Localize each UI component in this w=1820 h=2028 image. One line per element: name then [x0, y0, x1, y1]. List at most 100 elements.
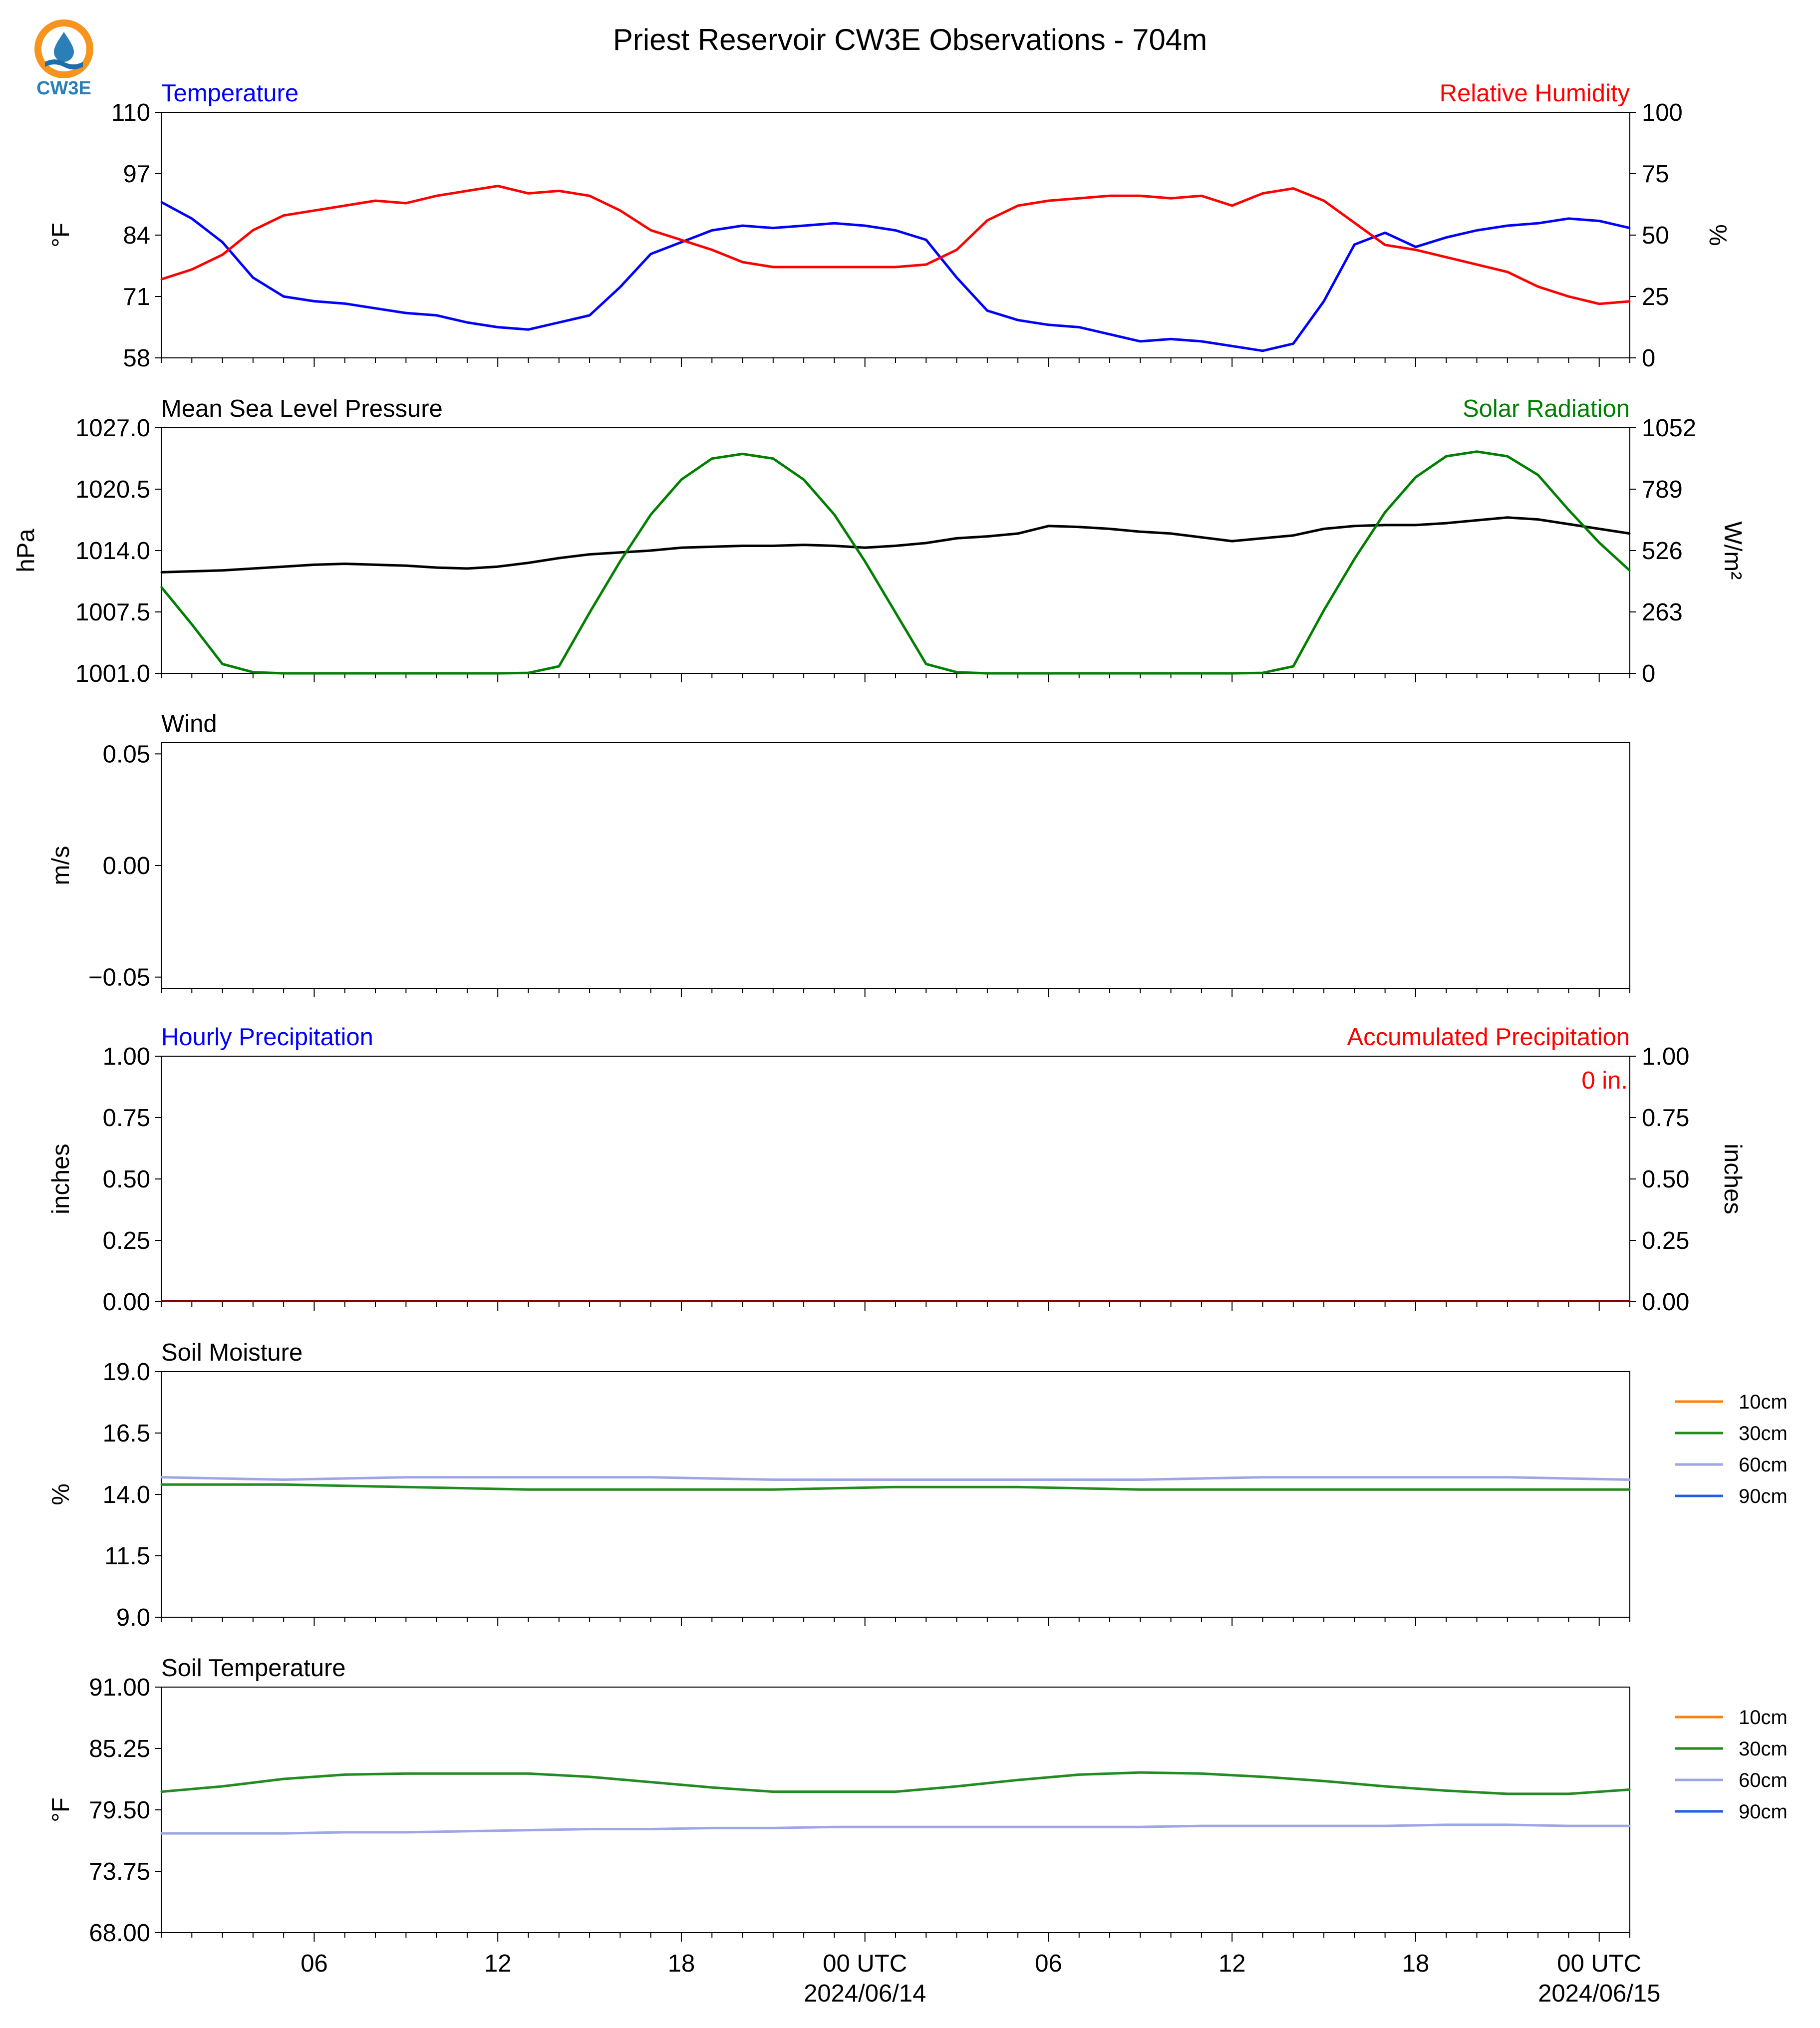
cw3e-logo-mark	[34, 19, 93, 78]
data-point	[1078, 672, 1080, 674]
data-point	[833, 1791, 835, 1793]
data-point	[160, 572, 162, 573]
xtick-label: 12	[1218, 1950, 1246, 1977]
data-point	[864, 225, 866, 227]
ytick-label-left: 0.25	[103, 1227, 150, 1254]
panel-title-right: Solar Radiation	[1463, 395, 1630, 422]
data-point	[1476, 519, 1478, 521]
data-point	[528, 1488, 529, 1490]
data-point	[833, 222, 835, 224]
data-point	[1109, 333, 1111, 335]
data-point	[1537, 222, 1539, 224]
data-point	[1170, 672, 1172, 674]
ytick-label-left: 91.00	[89, 1674, 150, 1701]
ytick-label-left: 1020.5	[75, 476, 150, 503]
data-point	[1445, 256, 1447, 258]
data-point	[772, 1791, 774, 1793]
data-point	[1476, 264, 1478, 266]
data-point	[1139, 1488, 1141, 1490]
data-point	[558, 321, 560, 323]
data-point	[1078, 526, 1080, 528]
data-point	[925, 239, 927, 241]
data-point	[528, 672, 529, 674]
ytick-label-right: 25	[1642, 284, 1669, 310]
data-point	[313, 672, 315, 674]
data-point	[252, 277, 254, 279]
data-point	[1262, 192, 1263, 194]
data-point	[1598, 303, 1600, 305]
ylabel-left: °F	[47, 1797, 74, 1822]
data-point	[895, 1486, 897, 1488]
ytick-label-right: 1.00	[1642, 1043, 1689, 1070]
data-point	[772, 458, 774, 460]
data-point	[589, 314, 591, 316]
data-point	[1231, 345, 1233, 347]
data-point	[1415, 476, 1417, 478]
data-point	[711, 458, 713, 460]
data-point	[283, 1832, 285, 1834]
data-point	[528, 562, 529, 564]
data-point	[1017, 672, 1019, 674]
data-point	[680, 241, 682, 243]
data-point	[1139, 1771, 1141, 1773]
data-point	[619, 561, 621, 562]
data-point	[1262, 1776, 1263, 1778]
legend-label-60cm: 60cm	[1739, 1454, 1788, 1476]
ytick-label-left: 14.0	[103, 1481, 150, 1508]
data-point	[497, 326, 499, 328]
data-point	[558, 557, 560, 559]
data-point	[1353, 558, 1355, 560]
ytick-label-right: 0	[1642, 345, 1655, 372]
ytick-label-right: 0.00	[1642, 1289, 1689, 1316]
xtick-label: 18	[1402, 1950, 1430, 1977]
data-point	[1507, 455, 1509, 457]
data-point	[1201, 1772, 1203, 1774]
ytick-label-left: 0.00	[103, 853, 150, 879]
data-point	[956, 671, 958, 673]
data-point	[1262, 1825, 1263, 1827]
data-point	[1567, 1825, 1569, 1827]
data-point	[895, 1826, 897, 1828]
data-point	[986, 220, 988, 221]
data-point	[803, 225, 805, 227]
panel-title-right: Relative Humidity	[1440, 80, 1630, 107]
data-point	[436, 567, 438, 569]
data-point	[283, 1483, 285, 1485]
panel-5: Soil Temperature 68.00 73.75 79.50 85.25 91.0…	[47, 1655, 1788, 1947]
data-point	[1476, 230, 1478, 231]
data-point	[1017, 533, 1019, 535]
data-point	[191, 269, 193, 271]
ytick-label-left: 84	[123, 222, 150, 249]
data-point	[925, 264, 927, 266]
data-point	[1262, 537, 1263, 539]
data-point	[1445, 1824, 1447, 1826]
data-point	[1415, 524, 1417, 526]
data-point	[833, 545, 835, 547]
data-point	[283, 672, 285, 674]
data-point	[1507, 1793, 1509, 1795]
data-point	[1507, 517, 1509, 519]
data-point	[895, 230, 897, 231]
data-point	[283, 295, 285, 297]
data-point	[1292, 188, 1294, 189]
data-point	[497, 672, 499, 674]
data-point	[1201, 195, 1203, 197]
data-point	[528, 1772, 529, 1774]
data-point	[650, 253, 652, 255]
data-point	[1384, 1476, 1386, 1478]
data-point	[405, 1486, 407, 1488]
data-point	[742, 453, 743, 455]
data-point	[436, 672, 438, 674]
data-point	[680, 547, 682, 549]
data-point	[833, 514, 835, 516]
data-point	[619, 552, 621, 554]
ytick-label-left: 0.05	[103, 741, 150, 768]
panel-4: Soil Moisture 9.0 11.5 14.0 16.5 19.0% 10cm 30c…	[47, 1339, 1788, 1631]
data-point	[1629, 1488, 1631, 1490]
data-point	[986, 672, 988, 674]
data-point	[1292, 343, 1294, 345]
data-point	[956, 249, 958, 251]
data-point	[1537, 519, 1539, 521]
data-point	[833, 266, 835, 268]
ytick-label-right: 100	[1642, 99, 1683, 126]
